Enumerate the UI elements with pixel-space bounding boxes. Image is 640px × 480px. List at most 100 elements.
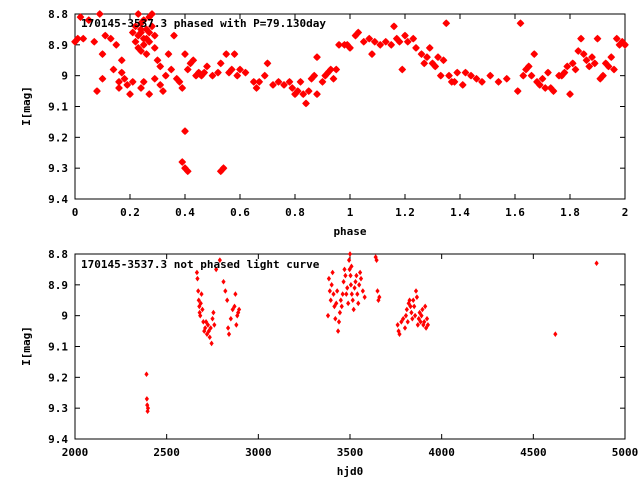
data-point — [467, 71, 475, 80]
axis-ticks: 2000 2500 3000 3500 4000 4500 5000 8.8 8.9 9 9.1 9.… — [48, 248, 638, 459]
data-point — [201, 319, 206, 325]
data-point — [336, 319, 342, 325]
data-point — [181, 127, 189, 136]
data-point — [161, 71, 170, 80]
data-point — [342, 266, 347, 273]
data-point — [128, 77, 137, 86]
data-point — [439, 56, 448, 65]
data-point — [137, 25, 145, 34]
data-point — [84, 16, 93, 25]
data-point — [549, 87, 558, 95]
data-point — [249, 77, 258, 86]
data-point — [524, 62, 533, 71]
data-point — [296, 77, 305, 86]
data-point — [126, 90, 134, 99]
data-point — [461, 68, 470, 77]
data-point — [208, 325, 213, 331]
data-point — [333, 315, 338, 322]
x-tick-label: 0.6 — [230, 206, 250, 219]
data-point — [326, 65, 335, 74]
data-point — [255, 77, 264, 86]
data-point — [410, 315, 415, 322]
data-point — [252, 84, 261, 92]
data-point — [571, 65, 580, 74]
data-point — [413, 288, 419, 294]
data-point — [120, 74, 129, 83]
data-point — [313, 53, 321, 62]
y-axis-label: I[mag] — [20, 326, 33, 366]
data-point — [417, 309, 422, 316]
data-point — [101, 31, 110, 40]
data-point — [402, 325, 408, 331]
data-point — [150, 44, 159, 52]
data-point — [330, 269, 335, 276]
data-point — [405, 319, 410, 325]
data-point — [293, 87, 302, 95]
data-point — [424, 315, 430, 322]
x-tick-label: 1.8 — [560, 206, 580, 219]
data-point — [360, 288, 365, 294]
data-point — [106, 34, 115, 43]
data-point — [142, 34, 151, 43]
data-point — [178, 84, 187, 92]
data-point — [494, 77, 503, 86]
data-point — [407, 297, 412, 304]
data-point — [206, 328, 211, 334]
data-point — [544, 68, 552, 77]
y-tick-label: 8.8 — [48, 248, 68, 261]
y-tick-label: 9.4 — [48, 193, 68, 206]
data-point — [123, 81, 132, 89]
data-point — [339, 303, 344, 310]
data-point — [348, 282, 354, 288]
data-point — [148, 22, 156, 31]
data-point — [445, 71, 453, 80]
data-point — [541, 84, 550, 92]
data-point — [227, 65, 236, 74]
data-point — [434, 53, 442, 62]
data-point — [148, 10, 156, 18]
x-tick-label: 1.6 — [505, 206, 525, 219]
data-point — [90, 37, 99, 46]
data-point — [425, 322, 431, 328]
data-point — [579, 50, 588, 58]
data-point — [348, 272, 353, 279]
data-point — [401, 315, 406, 322]
data-point — [280, 81, 288, 89]
data-point — [334, 300, 339, 307]
data-point — [423, 325, 429, 331]
data-point — [326, 275, 332, 282]
data-point — [356, 300, 361, 307]
data-point — [486, 71, 495, 80]
data-point — [553, 331, 558, 337]
y-axis-label: I[mag] — [20, 86, 33, 126]
data-point — [357, 282, 362, 288]
data-point — [214, 266, 219, 273]
data-point — [189, 56, 198, 65]
data-point — [519, 71, 528, 80]
data-point — [310, 71, 319, 80]
x-tick-label: 0.4 — [175, 206, 195, 219]
data-point — [221, 278, 226, 285]
data-point — [236, 65, 244, 74]
data-point — [198, 312, 203, 319]
data-point — [167, 65, 176, 74]
data-point — [274, 77, 283, 86]
data-point — [582, 56, 591, 65]
data-point — [431, 62, 440, 71]
data-point — [442, 19, 451, 28]
data-point — [117, 56, 126, 65]
data-point — [387, 40, 396, 49]
data-point — [352, 285, 357, 291]
data-point — [329, 282, 334, 288]
data-point — [299, 90, 308, 99]
data-point — [478, 77, 486, 86]
x-tick-label: 4000 — [428, 446, 455, 459]
x-tick-label: 2 — [622, 206, 629, 219]
data-point — [109, 65, 118, 74]
x-axis-label: hjd0 — [337, 465, 364, 478]
data-point — [516, 19, 525, 28]
data-point — [359, 37, 368, 46]
data-point — [144, 396, 149, 402]
data-point — [354, 272, 359, 279]
